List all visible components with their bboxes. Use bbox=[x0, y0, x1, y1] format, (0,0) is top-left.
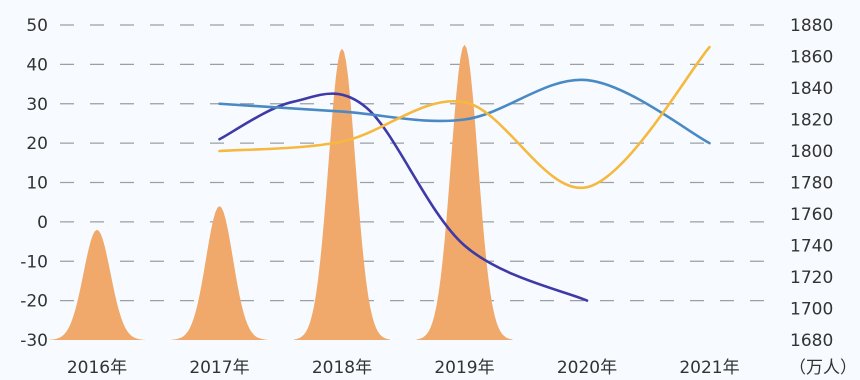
peak-areas bbox=[49, 44, 513, 340]
x-tick-label: 2016年 bbox=[67, 358, 127, 378]
right-tick-label: 1820 bbox=[790, 111, 833, 131]
left-tick-label: 20 bbox=[26, 134, 48, 154]
left-tick-label: -30 bbox=[20, 331, 48, 351]
right-axis-unit: （万人） bbox=[789, 358, 857, 378]
right-tick-label: 1740 bbox=[790, 237, 833, 257]
peak-area-0 bbox=[49, 229, 145, 340]
left-tick-label: 50 bbox=[26, 16, 48, 36]
left-tick-label: -20 bbox=[20, 292, 48, 312]
peak-area-2 bbox=[294, 48, 390, 340]
right-tick-label: 1720 bbox=[790, 268, 833, 288]
x-tick-label: 2019年 bbox=[434, 358, 494, 378]
left-tick-label: 30 bbox=[26, 95, 48, 115]
left-tick-label: -10 bbox=[20, 252, 48, 272]
left-y-axis: 50 40 30 20 10 0 -10 -20 -30 bbox=[20, 16, 48, 351]
left-tick-label: 10 bbox=[26, 174, 48, 194]
x-tick-label: 2017年 bbox=[189, 358, 249, 378]
x-tick-label: 2021年 bbox=[679, 358, 739, 378]
right-tick-label: 1760 bbox=[790, 205, 833, 225]
peak-area-3 bbox=[416, 44, 513, 340]
series-lines bbox=[218, 45, 711, 302]
x-tick-label: 2018年 bbox=[312, 358, 372, 378]
left-tick-label: 40 bbox=[26, 55, 48, 75]
right-tick-label: 1840 bbox=[790, 79, 833, 99]
right-tick-label: 1880 bbox=[790, 16, 833, 36]
gridlines bbox=[60, 24, 780, 302]
right-y-axis: 1880 1860 1840 1820 1800 1780 1760 1740 1720 1700… bbox=[790, 16, 833, 351]
left-tick-label: 0 bbox=[37, 213, 48, 233]
series-line-0 bbox=[218, 92, 589, 302]
x-tick-label: 2020年 bbox=[557, 358, 617, 378]
right-tick-label: 1860 bbox=[790, 48, 833, 68]
series-line-1 bbox=[218, 78, 711, 145]
right-tick-label: 1680 bbox=[790, 331, 833, 351]
right-tick-label: 1800 bbox=[790, 142, 833, 162]
series-line-2 bbox=[218, 45, 711, 190]
x-axis: 2016年 2017年 2018年 2019年 2020年 2021年 （万人） bbox=[67, 358, 857, 378]
peak-area-1 bbox=[171, 206, 268, 340]
right-tick-label: 1700 bbox=[790, 300, 833, 320]
right-tick-label: 1780 bbox=[790, 174, 833, 194]
